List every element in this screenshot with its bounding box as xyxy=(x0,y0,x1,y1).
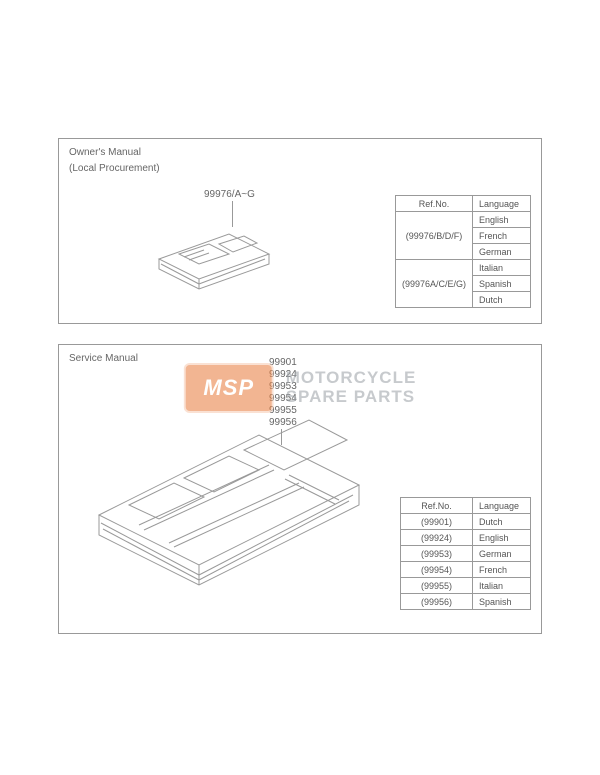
panel2-callout-line xyxy=(281,429,282,445)
panel1-th-ref: Ref.No. xyxy=(395,196,472,212)
watermark-line1: MOTORCYCLE xyxy=(286,369,417,388)
panel1-group0-lang1: French xyxy=(473,228,531,244)
panel2-r3-ref: (99954) xyxy=(401,562,473,578)
panel2-table: Ref.No. Language (99901)Dutch (99924)Eng… xyxy=(400,497,531,610)
watermark-text: MOTORCYCLE SPARE PARTS xyxy=(286,369,417,406)
panel2-r4-lang: Italian xyxy=(473,578,531,594)
panel2-callout-5: 99956 xyxy=(269,417,297,428)
panel1-group1-lang2: Dutch xyxy=(473,292,531,308)
panel1-title-line1: Owner's Manual xyxy=(69,147,141,158)
watermark-badge: MSP xyxy=(184,363,274,413)
watermark: MSP MOTORCYCLE SPARE PARTS xyxy=(184,363,417,413)
panel2-r0-lang: Dutch xyxy=(473,514,531,530)
panel2-r0-ref: (99901) xyxy=(401,514,473,530)
owners-manual-drawing xyxy=(149,224,279,304)
panel1-th-lang: Language xyxy=(473,196,531,212)
watermark-line2: SPARE PARTS xyxy=(286,388,417,407)
panel1-group1-lang1: Spanish xyxy=(473,276,531,292)
panel2-r1-lang: English xyxy=(473,530,531,546)
panel2-title: Service Manual xyxy=(69,353,138,364)
panel2-r2-lang: German xyxy=(473,546,531,562)
panel1-table: Ref.No. Language (99976/B/D/F) English F… xyxy=(395,195,531,308)
panel2-r3-lang: French xyxy=(473,562,531,578)
service-manual-drawing xyxy=(89,415,369,615)
panel1-group0-lang2: German xyxy=(473,244,531,260)
panel1-group0-ref: (99976/B/D/F) xyxy=(395,212,472,260)
panel1-group1-ref: (99976A/C/E/G) xyxy=(395,260,472,308)
panel2-r1-ref: (99924) xyxy=(401,530,473,546)
panel2-r5-lang: Spanish xyxy=(473,594,531,610)
panel2-r4-ref: (99955) xyxy=(401,578,473,594)
panel1-group0-lang0: English xyxy=(473,212,531,228)
panel1-callout: 99976/A~G xyxy=(204,189,255,200)
panel1-group1-lang0: Italian xyxy=(473,260,531,276)
owners-manual-panel: Owner's Manual (Local Procurement) 99976… xyxy=(58,138,542,324)
panel1-title-line2: (Local Procurement) xyxy=(69,163,160,174)
panel2-th-ref: Ref.No. xyxy=(401,498,473,514)
panel2-r2-ref: (99953) xyxy=(401,546,473,562)
panel2-th-lang: Language xyxy=(473,498,531,514)
panel2-r5-ref: (99956) xyxy=(401,594,473,610)
panel1-callout-line xyxy=(232,201,233,227)
